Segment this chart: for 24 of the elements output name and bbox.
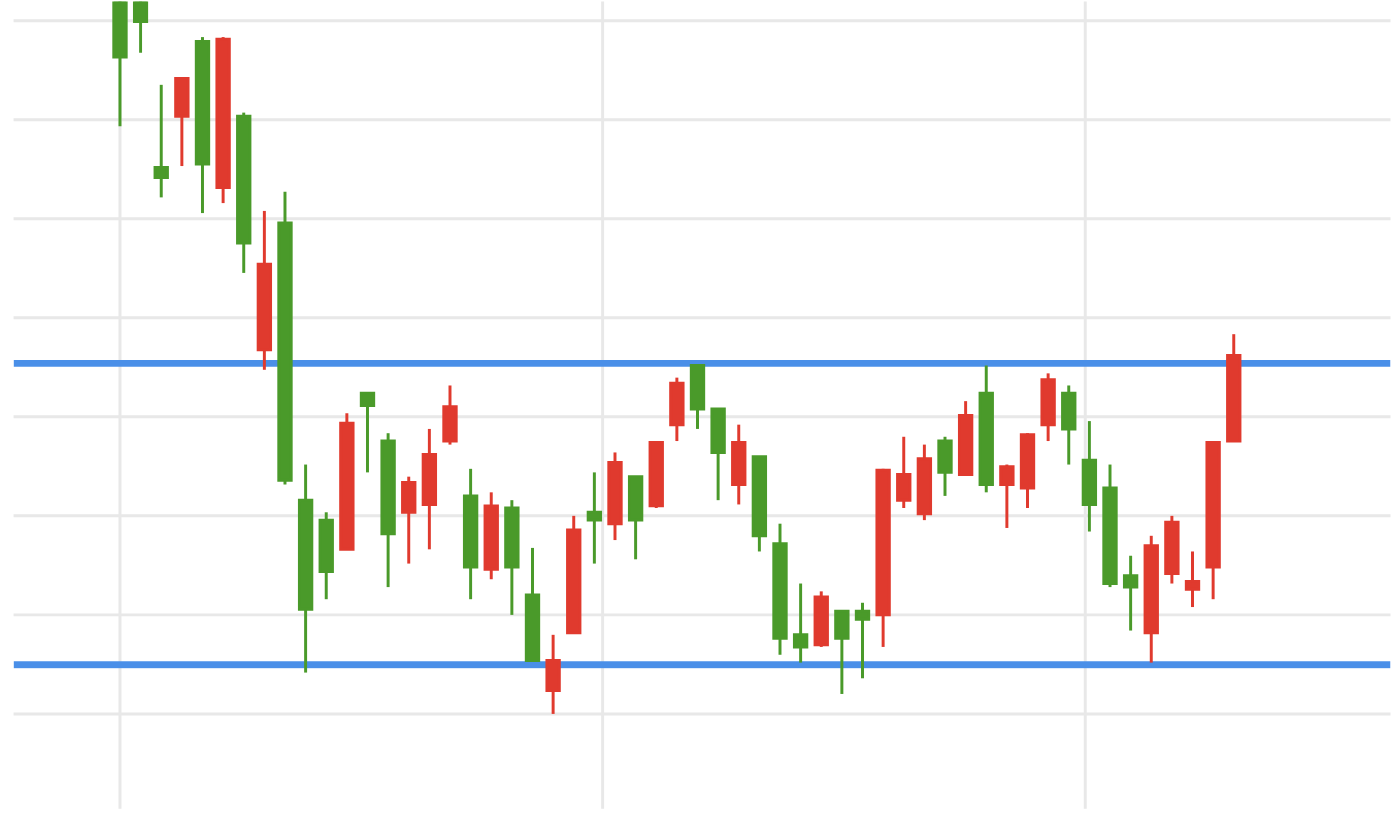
candlestick <box>669 376 685 443</box>
candlestick <box>627 475 644 561</box>
candlestick <box>1040 371 1056 443</box>
candlestick <box>710 407 726 502</box>
candlestick <box>174 75 190 168</box>
candlestick <box>359 391 376 474</box>
candlestick <box>1184 549 1201 609</box>
candlestick <box>586 470 603 565</box>
candlestick <box>813 589 829 649</box>
candlestick <box>1122 554 1139 632</box>
candlestick <box>442 383 458 446</box>
candlestick <box>896 435 912 510</box>
candlestick <box>834 609 850 696</box>
candlestick <box>792 581 809 664</box>
candlestick <box>1081 419 1098 533</box>
candlestick <box>731 423 747 506</box>
candlestick <box>854 601 871 680</box>
candlestick <box>401 475 417 565</box>
candlestick <box>689 363 706 431</box>
candlestick <box>937 435 953 498</box>
candlestick <box>999 462 1015 530</box>
candlestick <box>153 83 169 199</box>
candlestick <box>545 633 561 716</box>
candlestick <box>1061 383 1077 466</box>
